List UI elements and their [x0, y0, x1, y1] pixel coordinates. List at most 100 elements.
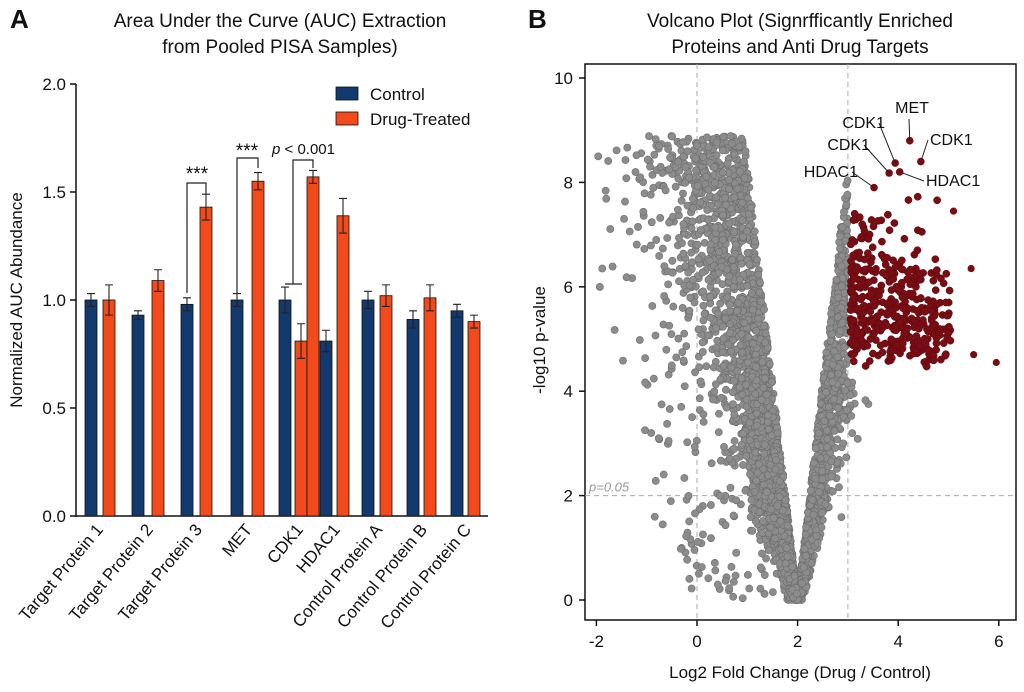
legend-swatch-drug-treated: [335, 111, 359, 126]
data-point-not-significant: [685, 281, 694, 290]
data-point-not-significant: [754, 270, 763, 279]
data-point-not-significant: [621, 156, 630, 164]
data-point-significant: [869, 222, 878, 231]
data-point-not-significant: [679, 220, 688, 229]
data-point-not-significant: [704, 574, 713, 583]
data-point-not-significant: [729, 263, 738, 272]
data-point-significant: [850, 209, 859, 218]
data-point-not-significant: [811, 474, 820, 483]
data-point-significant: [911, 264, 920, 273]
data-point-not-significant: [655, 252, 664, 260]
data-point-significant: [900, 234, 909, 243]
data-point-not-significant: [752, 421, 761, 430]
data-point-not-significant: [716, 456, 725, 465]
bar: [180, 303, 194, 517]
data-point-not-significant: [732, 548, 741, 557]
data-point-not-significant: [843, 176, 852, 185]
data-point-not-significant: [815, 488, 823, 497]
data-point-significant: [933, 266, 941, 274]
data-point-not-significant: [756, 584, 765, 593]
data-point-significant: [890, 219, 899, 227]
data-point-not-significant: [822, 388, 831, 397]
data-point-not-significant: [721, 314, 730, 323]
data-point-not-significant: [715, 409, 723, 418]
data-point-significant: [864, 235, 873, 243]
data-point-significant: [927, 307, 936, 316]
data-point-not-significant: [684, 268, 693, 277]
data-point-not-significant: [743, 227, 751, 236]
data-point-significant: [931, 255, 940, 264]
panel-a-significance-annotations: *** *** p < 0.001: [186, 141, 335, 293]
data-point-not-significant: [833, 353, 842, 361]
data-point-significant: [891, 262, 900, 271]
data-point-not-significant: [752, 409, 761, 418]
data-point-not-significant: [691, 509, 699, 518]
data-point-not-significant: [836, 327, 845, 335]
data-point-not-significant: [681, 163, 690, 171]
data-point-not-significant: [678, 304, 687, 312]
x-tick-label: MET: [218, 520, 256, 560]
panel-a-legend: Control Drug-Treated: [335, 85, 470, 129]
data-point-significant: [949, 207, 958, 215]
data-point-not-significant: [755, 288, 764, 297]
y-tick-label: 0: [564, 591, 573, 610]
data-point-not-significant: [671, 182, 680, 191]
data-point-not-significant: [826, 318, 835, 327]
data-point-not-significant: [719, 361, 728, 370]
data-point-not-significant: [732, 496, 741, 505]
data-point-significant: [863, 326, 872, 334]
data-point-not-significant: [657, 400, 666, 409]
data-point-not-significant: [719, 132, 728, 141]
data-point-not-significant: [631, 168, 640, 176]
data-point-not-significant: [691, 368, 699, 377]
data-point-not-significant: [698, 338, 707, 347]
data-point-not-significant: [735, 167, 744, 176]
data-point-not-significant: [674, 174, 683, 183]
data-point-not-significant: [718, 322, 727, 331]
data-point-significant: [893, 312, 902, 321]
data-point-not-significant: [730, 193, 739, 202]
data-point-not-significant: [684, 492, 693, 500]
bar: [251, 180, 265, 517]
data-point-not-significant: [706, 240, 715, 249]
data-point-significant: [939, 279, 948, 288]
data-point-not-significant: [747, 289, 756, 297]
data-point-not-significant: [764, 546, 773, 555]
data-point-not-significant: [675, 233, 683, 242]
data-point-not-significant: [704, 276, 713, 284]
data-point-not-significant: [679, 152, 688, 161]
bar: [131, 314, 145, 517]
data-point-not-significant: [656, 214, 665, 222]
data-point-not-significant: [739, 233, 747, 241]
data-point-not-significant: [712, 343, 721, 352]
legend-label-control: Control: [370, 85, 425, 104]
data-point-significant: [891, 322, 900, 331]
data-point-not-significant: [664, 437, 673, 445]
data-point-not-significant: [632, 240, 641, 249]
data-point-not-significant: [773, 502, 782, 511]
data-point-not-significant: [632, 151, 641, 160]
data-point-not-significant: [702, 172, 711, 181]
data-point-not-significant: [748, 526, 757, 535]
data-point-not-significant: [733, 367, 742, 375]
data-point-not-significant: [681, 262, 690, 271]
data-point-not-significant: [818, 475, 827, 484]
error-bar: [470, 314, 478, 329]
data-point-not-significant: [710, 163, 719, 171]
data-point-not-significant: [673, 205, 682, 214]
data-point-not-significant: [646, 162, 654, 171]
panel-a-title-line2: from Pooled PISA Samples): [162, 37, 398, 58]
y-tick-label: 4: [564, 382, 573, 401]
data-point-not-significant: [839, 412, 848, 421]
point-label: MET: [895, 100, 929, 117]
data-point-not-significant: [832, 275, 841, 284]
data-point-not-significant: [833, 404, 842, 413]
significance-stars: ***: [186, 164, 209, 185]
data-point-not-significant: [682, 342, 691, 351]
data-point-not-significant: [706, 293, 715, 301]
data-point-not-significant: [738, 594, 747, 603]
data-point-not-significant: [776, 517, 785, 526]
data-point-not-significant: [693, 240, 702, 249]
data-point-not-significant: [698, 348, 707, 356]
y-tick-label: 1.0: [42, 291, 66, 310]
